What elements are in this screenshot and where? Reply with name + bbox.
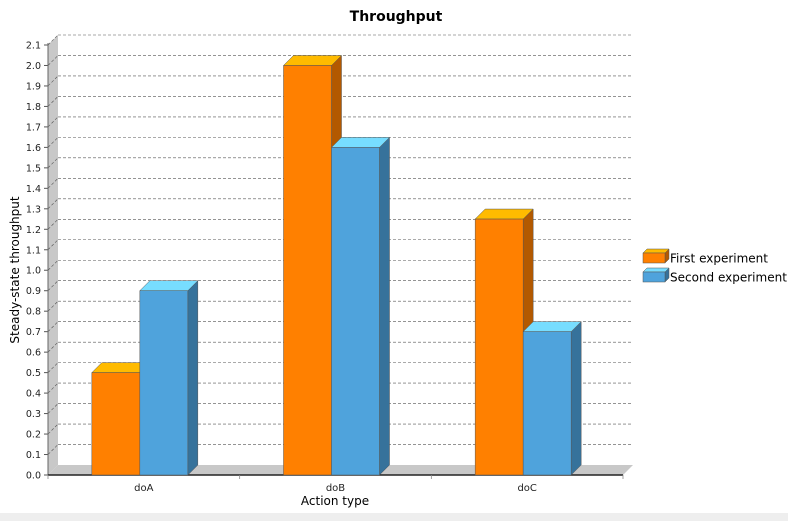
bar-doA-0 bbox=[91, 372, 141, 476]
gridline-diag bbox=[47, 260, 59, 271]
y-tick-label: 1.6 bbox=[26, 143, 41, 154]
gridline-diag bbox=[47, 116, 59, 128]
gridline-diag bbox=[47, 198, 59, 210]
gridline-diag bbox=[47, 362, 59, 373]
y-tick-label: 0.0 bbox=[26, 471, 41, 482]
gridline-diag bbox=[47, 423, 59, 435]
bar-doB-1 bbox=[331, 147, 380, 476]
gridline-diag bbox=[47, 300, 59, 312]
bar-top-doB-0 bbox=[282, 55, 343, 66]
side-wall bbox=[48, 35, 58, 475]
y-tick-label: 1.8 bbox=[26, 102, 41, 113]
y-tick-label: 0.3 bbox=[26, 409, 41, 420]
y-tick-label: 1.2 bbox=[26, 225, 41, 236]
bar-doA-1 bbox=[139, 290, 189, 476]
y-tick-label: 0.8 bbox=[26, 307, 41, 318]
bar-doB-0 bbox=[283, 65, 332, 476]
bar-top-doC-1 bbox=[522, 321, 582, 332]
legend-swatch-1 bbox=[642, 271, 666, 283]
y-tick-label: 1.3 bbox=[26, 204, 41, 215]
y-tick-label: 0.1 bbox=[26, 450, 41, 461]
legend-label-1: Second experiment bbox=[670, 271, 787, 285]
x-tick-label-doB: doB bbox=[326, 483, 345, 494]
gridline-diag bbox=[47, 34, 59, 46]
plot-area: 0.0 0.1 0.2 0.3 0.4 0.5 0.6 0.7 0.8 0.9 1.0 1.1 1.2 1… bbox=[26, 34, 633, 494]
y-axis-label: Steady-state throughput bbox=[8, 196, 22, 343]
bar-top-doA-1 bbox=[139, 280, 199, 291]
y-tick-label: 1.0 bbox=[26, 266, 41, 277]
x-axis-label: Action type bbox=[301, 494, 369, 508]
chart-title: Throughput bbox=[350, 9, 443, 25]
gridline-diag bbox=[47, 219, 59, 230]
gridline-diag bbox=[47, 444, 59, 455]
legend-swatch-top-1 bbox=[642, 267, 670, 273]
legend-swatch-0 bbox=[642, 252, 666, 264]
y-tick-label: 0.7 bbox=[26, 327, 41, 338]
bar-side-doC-1 bbox=[570, 321, 582, 476]
y-tick-label: 1.4 bbox=[26, 184, 41, 195]
bar-top-doB-1 bbox=[330, 137, 391, 148]
gridline-diag bbox=[47, 403, 59, 414]
y-tick-label: 1.1 bbox=[26, 245, 41, 256]
y-tick-label: 0.5 bbox=[26, 368, 41, 379]
gridline-diag bbox=[47, 178, 59, 189]
gridline-diag bbox=[47, 55, 59, 66]
bar-top-doC-0 bbox=[474, 208, 534, 220]
x-tick-label-doC: doC bbox=[517, 483, 536, 494]
gridline-diag bbox=[47, 382, 59, 394]
bar-doC-0 bbox=[474, 218, 524, 476]
x-tick-label-doA: doA bbox=[134, 483, 153, 494]
gridline-diag bbox=[47, 280, 59, 291]
y-tick-label: 1.7 bbox=[26, 122, 41, 133]
gridline-diag bbox=[47, 239, 59, 250]
gridline-diag bbox=[47, 75, 59, 87]
legend-label-0: First experiment bbox=[670, 252, 768, 266]
legend-swatch-top-0 bbox=[642, 248, 670, 254]
gridline-diag bbox=[47, 96, 59, 107]
gridline-diag bbox=[47, 321, 59, 332]
gridline-diag bbox=[47, 137, 59, 148]
y-tick-label: 2.0 bbox=[26, 61, 41, 72]
bar-side-doA-1 bbox=[187, 280, 199, 476]
y-tick-label: 0.6 bbox=[26, 348, 41, 359]
bar-side-doB-1 bbox=[379, 136, 390, 476]
bar-doC-1 bbox=[522, 331, 572, 476]
y-tick-label: 1.9 bbox=[26, 81, 41, 92]
y-tick-label: 0.9 bbox=[26, 286, 41, 297]
gridline-diag bbox=[47, 341, 59, 353]
y-tick-label: 0.4 bbox=[26, 389, 41, 400]
y-tick-label: 1.5 bbox=[26, 163, 41, 174]
gridline-diag bbox=[47, 157, 59, 169]
legend: First experiment Second experiment bbox=[642, 248, 787, 285]
y-tick-label: 0.2 bbox=[26, 430, 41, 441]
y-tick-label: 2.1 bbox=[26, 41, 41, 52]
